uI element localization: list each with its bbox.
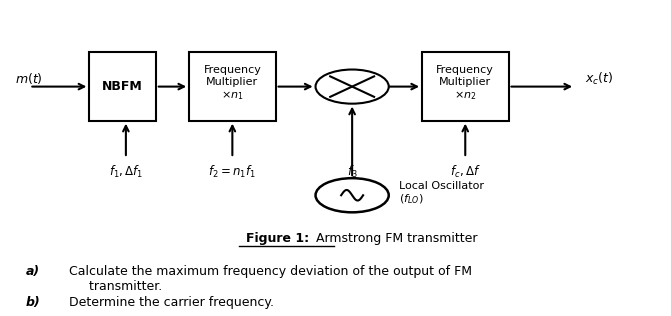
- Circle shape: [315, 178, 389, 212]
- FancyBboxPatch shape: [422, 52, 509, 121]
- Text: $m(t)$: $m(t)$: [15, 71, 42, 86]
- Text: Calculate the maximum frequency deviation of the output of FM
     transmitter.: Calculate the maximum frequency deviatio…: [69, 265, 472, 293]
- Text: $x_c(t)$: $x_c(t)$: [585, 71, 613, 87]
- Text: Frequency
Multiplier
$\times n_1$: Frequency Multiplier $\times n_1$: [203, 65, 261, 101]
- Text: $f_2 = n_1 f_1$: $f_2 = n_1 f_1$: [209, 164, 256, 180]
- Circle shape: [315, 70, 389, 104]
- FancyBboxPatch shape: [189, 52, 276, 121]
- Text: Figure 1:: Figure 1:: [246, 232, 309, 245]
- Text: $f_c, \Delta f$: $f_c, \Delta f$: [450, 164, 480, 180]
- Text: b): b): [26, 296, 41, 309]
- Text: $f_3$: $f_3$: [347, 164, 358, 180]
- Text: $f_1, \Delta f_1$: $f_1, \Delta f_1$: [109, 164, 143, 180]
- FancyBboxPatch shape: [89, 52, 156, 121]
- Text: Armstrong FM transmitter: Armstrong FM transmitter: [312, 232, 478, 245]
- Text: a): a): [26, 265, 40, 278]
- Text: Frequency
Multiplier
$\times n_2$: Frequency Multiplier $\times n_2$: [436, 65, 495, 101]
- Text: Local Oscillator
$(f_{LO})$: Local Oscillator $(f_{LO})$: [399, 181, 484, 206]
- Text: Determine the carrier frequency.: Determine the carrier frequency.: [69, 296, 274, 309]
- Text: NBFM: NBFM: [102, 80, 143, 93]
